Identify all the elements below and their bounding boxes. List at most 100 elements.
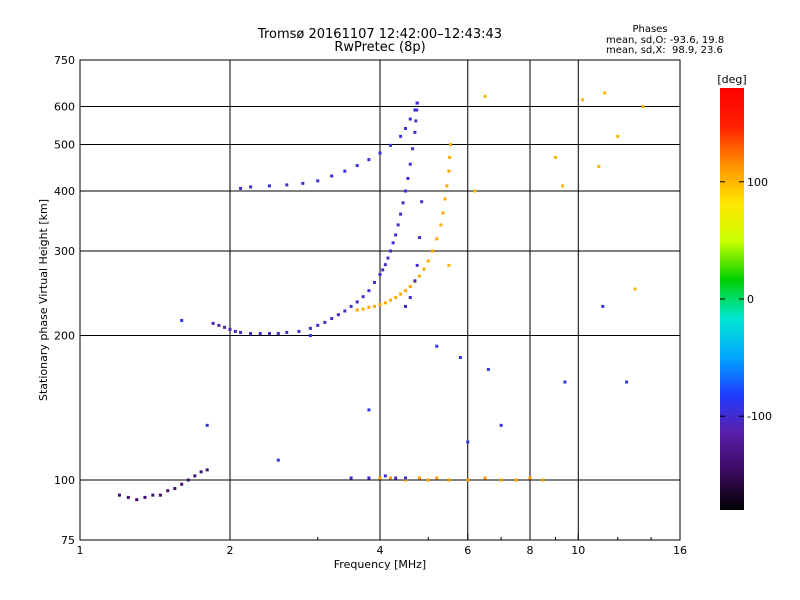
data-point [233, 329, 237, 333]
data-point [355, 300, 359, 304]
data-point [616, 134, 620, 138]
data-point [249, 331, 253, 335]
y-tick-label: 500 [54, 139, 75, 152]
data-point [367, 158, 371, 162]
data-point [399, 134, 403, 138]
data-point [361, 295, 365, 299]
data-point [408, 285, 412, 289]
y-tick-label: 400 [54, 185, 75, 198]
data-point [499, 478, 503, 482]
data-point [308, 334, 312, 338]
data-point [389, 249, 393, 253]
data-point [408, 296, 412, 300]
data-point [603, 91, 607, 95]
data-point [426, 478, 430, 482]
data-point [367, 408, 371, 412]
phase-stats-x: mean, sd,X: 98.9, 23.6 [606, 45, 723, 56]
data-point [389, 476, 393, 480]
data-point [394, 233, 398, 237]
data-point [403, 289, 407, 293]
colorbar: [deg] -100 0 100 [717, 73, 772, 510]
grid [80, 60, 680, 540]
data-point [403, 478, 407, 482]
data-point [414, 119, 418, 123]
data-point [415, 101, 419, 105]
colorbar-tick-label: 0 [747, 293, 754, 306]
data-point [276, 458, 280, 462]
x-tick-label: 8 [527, 544, 534, 557]
data-point [285, 183, 289, 187]
data-point [193, 474, 197, 478]
data-point [403, 189, 407, 193]
data-point [228, 327, 232, 331]
data-point [355, 164, 359, 168]
data-point [403, 476, 407, 480]
data-point [143, 495, 147, 499]
data-point [445, 184, 449, 188]
data-point [458, 355, 462, 359]
data-point [180, 318, 184, 322]
data-point [349, 304, 353, 308]
data-point [267, 184, 271, 188]
data-point [447, 478, 451, 482]
data-point [158, 493, 162, 497]
data-point [378, 476, 382, 480]
data-point [394, 476, 398, 480]
data-point [408, 117, 412, 121]
data-point [285, 330, 289, 334]
colorbar-tick-label: -100 [747, 410, 772, 423]
data-point [399, 212, 403, 216]
data-point [396, 223, 400, 227]
data-point [355, 308, 359, 312]
data-point [447, 169, 451, 173]
data-point [415, 263, 419, 267]
data-point [413, 279, 417, 283]
data-point [641, 105, 645, 109]
data-point [135, 498, 139, 502]
data-point [373, 280, 377, 284]
data-point [473, 189, 477, 193]
y-axis-label: Stationary phase Virtual Height [km] [37, 199, 50, 401]
x-tick-label: 4 [377, 544, 384, 557]
data-point [297, 329, 301, 333]
data-point [186, 478, 190, 482]
data-point [448, 155, 452, 159]
data-point [361, 307, 365, 311]
data-point [499, 423, 503, 427]
data-point [417, 236, 421, 240]
colorbar-unit-label: [deg] [717, 73, 746, 86]
data-point [391, 241, 395, 245]
data-point [205, 468, 209, 472]
data-point [373, 304, 377, 308]
data-point [343, 169, 347, 173]
data-point [528, 476, 532, 480]
data-point [431, 249, 435, 253]
data-point [117, 493, 121, 497]
data-point [448, 143, 452, 147]
data-point [561, 184, 565, 188]
data-point [378, 273, 382, 277]
data-point [367, 305, 371, 309]
data-point [323, 320, 327, 324]
data-point [415, 108, 419, 112]
data-point [435, 237, 439, 241]
data-point [383, 301, 387, 305]
y-tick-label: 200 [54, 330, 75, 343]
data-point [441, 211, 445, 215]
y-tick-label: 750 [54, 54, 75, 67]
phase-stats-o: mean, sd,O: -93.6, 19.8 [606, 35, 725, 46]
data-point [336, 313, 340, 317]
data-point [330, 317, 334, 321]
data-point [633, 287, 637, 291]
data-point [417, 274, 421, 278]
data-point [367, 289, 371, 293]
data-point [413, 108, 417, 112]
data-point [426, 259, 430, 263]
y-tick-label: 75 [61, 534, 75, 547]
data-point [173, 487, 177, 491]
data-point [301, 181, 305, 185]
data-point [422, 267, 426, 271]
data-point [276, 331, 280, 335]
y-tick-label: 100 [54, 474, 75, 487]
data-point [180, 482, 184, 486]
